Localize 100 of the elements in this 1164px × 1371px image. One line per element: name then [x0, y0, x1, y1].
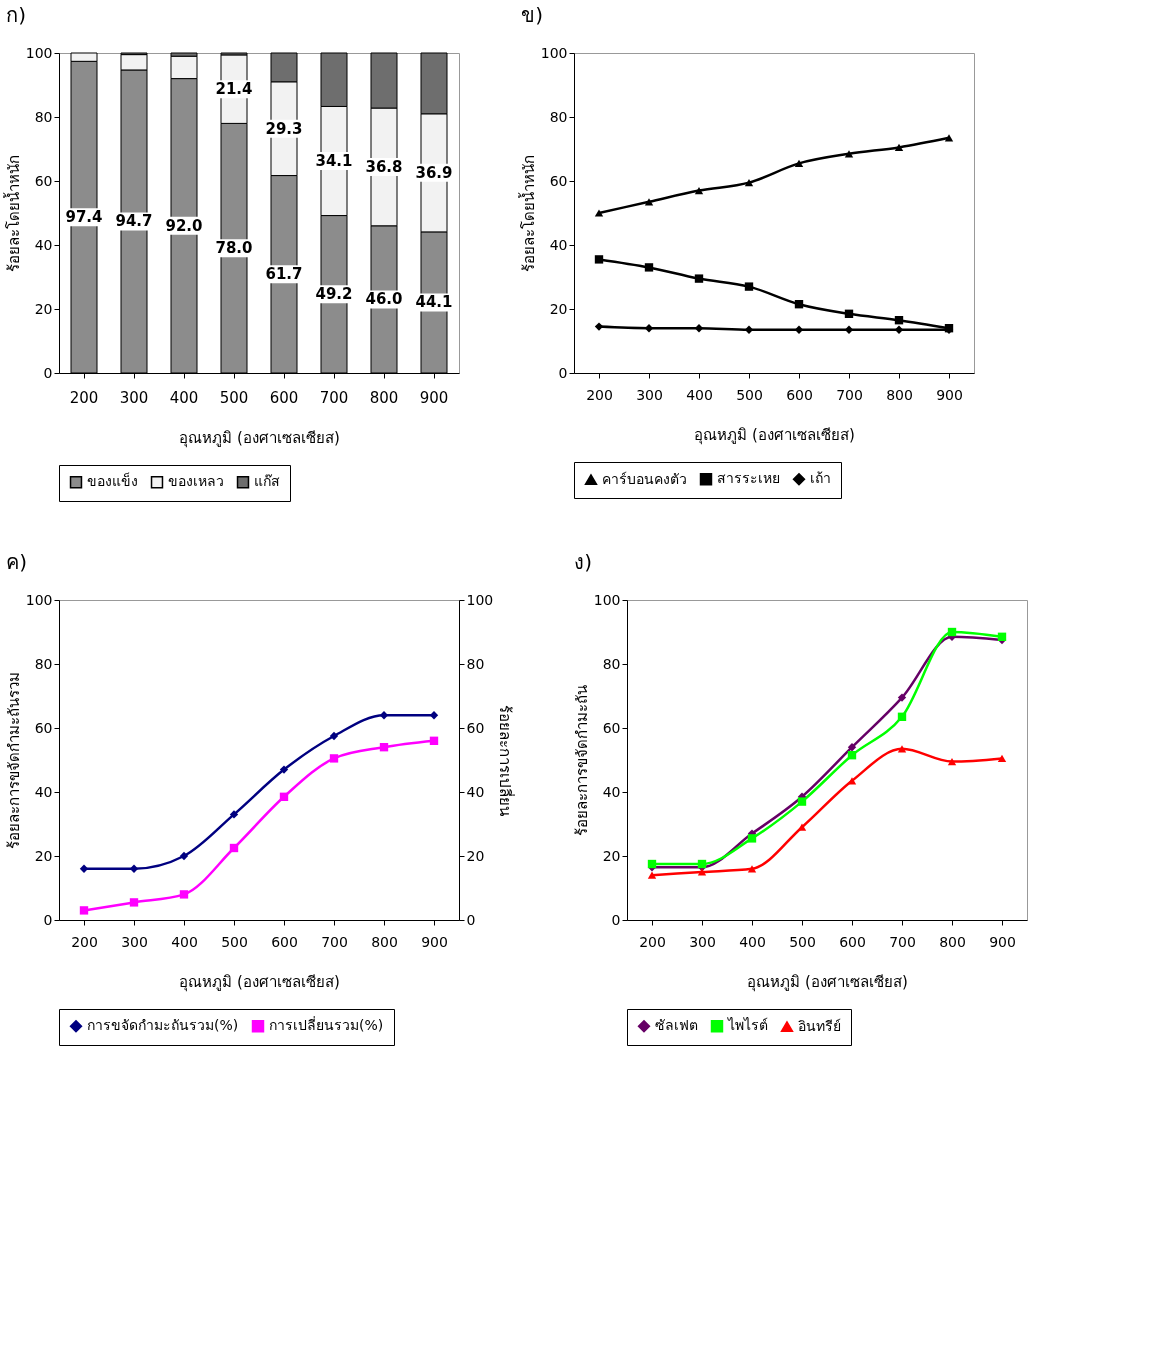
point — [129, 898, 139, 907]
data-label: 36.8 — [365, 157, 403, 176]
x-tick-label: 800 — [371, 933, 398, 950]
x-tick-label: 400 — [686, 386, 713, 403]
data-label: 49.2 — [315, 285, 353, 304]
legend-label: อินทรีย์ — [798, 1017, 841, 1034]
x-tick-label: 900 — [419, 388, 449, 407]
point — [429, 736, 439, 745]
point — [744, 282, 754, 291]
y2-tick-label: 100 — [466, 591, 494, 608]
x-tick-label: 900 — [989, 933, 1016, 950]
legend-label: แก๊ส — [254, 473, 280, 490]
data-label: 97.4 — [65, 208, 103, 227]
x-tick-label: 600 — [271, 933, 298, 950]
y-tick-label: 80 — [602, 655, 621, 672]
x-tick-label: 200 — [639, 933, 666, 950]
x-tick-label: 600 — [269, 388, 299, 407]
point — [279, 765, 289, 774]
x-tick-label: 700 — [889, 933, 916, 950]
y-tick-label: 80 — [34, 108, 53, 125]
x-tick-label: 700 — [319, 388, 349, 407]
y-axis-title: ร้อยละการขจัดกำมะถันรวม — [4, 672, 23, 849]
point — [694, 274, 704, 283]
x-tick-label: 400 — [171, 933, 198, 950]
y-tick-label: 20 — [602, 847, 621, 864]
point — [129, 864, 139, 873]
y-tick-label: 0 — [611, 911, 621, 928]
point — [794, 325, 804, 334]
y2-tick-label: 20 — [466, 847, 485, 864]
y-axis-title: ร้อยละโดยน้ำหนัก — [517, 155, 538, 272]
y-tick-label: 60 — [34, 719, 53, 736]
y-axis-title: ร้อยละโดยน้ำหนัก — [2, 155, 23, 272]
point — [694, 186, 704, 195]
point — [794, 300, 804, 309]
point — [644, 263, 654, 272]
point — [997, 754, 1007, 763]
y-tick-label: 100 — [25, 591, 53, 608]
legend-label: การเปลี่ยนรวม(%) — [269, 1016, 384, 1034]
point — [897, 693, 907, 702]
legend-label: ซัลเฟต — [655, 1017, 698, 1034]
point — [894, 143, 904, 152]
point — [947, 757, 957, 766]
x-tick-label: 200 — [69, 388, 99, 407]
point — [594, 322, 604, 331]
point — [379, 743, 389, 752]
point — [847, 743, 857, 752]
y-tick-label: 100 — [593, 591, 621, 608]
point — [897, 712, 907, 721]
x-tick-label: 200 — [586, 386, 613, 403]
legend-label: ของเหลว — [168, 473, 224, 490]
data-label: 34.1 — [315, 152, 353, 170]
x-axis-title: อุณหภูมิ (องศาเซลเซียส) — [179, 972, 340, 992]
legend-label: ไพไรต์ — [727, 1017, 768, 1034]
point — [79, 864, 89, 873]
point — [897, 745, 907, 753]
y2-axis-title: ร้อยละการเปลี่ยน — [496, 705, 517, 816]
point — [279, 792, 289, 801]
point — [747, 834, 757, 843]
point — [229, 843, 239, 853]
y2-tick-label: 80 — [466, 655, 485, 672]
y2-tick-label: 60 — [466, 719, 485, 736]
x-tick-label: 400 — [739, 933, 766, 950]
x-axis-title: อุณหภูมิ (องศาเซลเซียส) — [747, 972, 908, 992]
point — [644, 198, 654, 206]
point — [847, 751, 857, 760]
data-label: 94.7 — [115, 212, 153, 231]
point — [744, 178, 754, 187]
y-tick-label: 20 — [34, 847, 53, 864]
x-tick-label: 500 — [789, 933, 816, 950]
y-tick-label: 0 — [43, 364, 53, 381]
chart-title: ก) — [6, 3, 27, 27]
x-tick-label: 300 — [119, 388, 149, 407]
point — [794, 159, 804, 168]
data-label: 46.0 — [365, 290, 403, 309]
x-tick-label: 500 — [219, 388, 249, 407]
point — [894, 325, 904, 334]
y-tick-label: 60 — [34, 172, 53, 189]
point — [694, 324, 704, 333]
y-tick-label: 60 — [549, 172, 568, 189]
x-tick-label: 700 — [836, 386, 863, 403]
y-tick-label: 100 — [540, 44, 568, 61]
point — [594, 255, 604, 264]
x-tick-label: 300 — [121, 933, 148, 950]
point — [229, 810, 239, 819]
chart-title: ค) — [6, 550, 28, 574]
x-tick-label: 800 — [369, 388, 399, 407]
y-tick-label: 40 — [602, 783, 621, 800]
x-tick-label: 500 — [221, 933, 248, 950]
data-label: 36.9 — [415, 163, 453, 182]
y-tick-label: 40 — [34, 236, 53, 253]
x-tick-label: 900 — [421, 933, 448, 950]
data-label: 29.3 — [265, 119, 303, 138]
point — [647, 859, 657, 869]
y2-tick-label: 0 — [466, 911, 476, 928]
x-tick-label: 400 — [169, 388, 199, 407]
y2-tick-label: 40 — [466, 783, 485, 800]
point — [179, 851, 189, 861]
x-tick-label: 600 — [839, 933, 866, 950]
x-axis-title: อุณหภูมิ (องศาเซลเซียส) — [694, 425, 855, 445]
point — [947, 627, 957, 637]
